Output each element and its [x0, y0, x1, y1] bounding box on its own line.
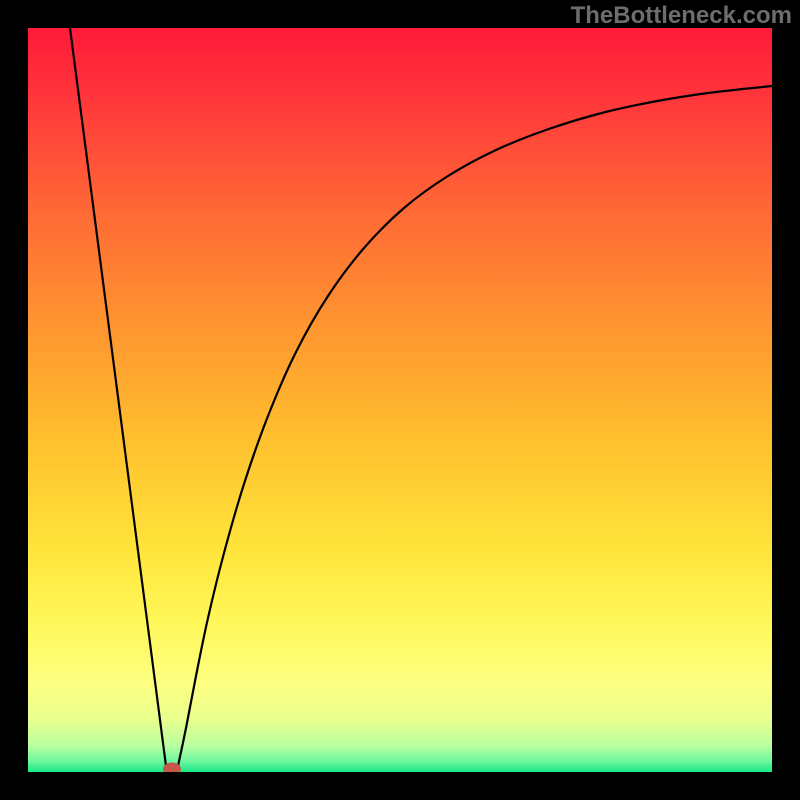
watermark-text: TheBottleneck.com	[571, 2, 792, 30]
chart-container: TheBottleneck.com	[0, 0, 800, 800]
plot-area	[28, 28, 772, 772]
curve-layer	[28, 28, 772, 772]
right-curve	[178, 86, 772, 766]
left-line	[70, 28, 166, 766]
